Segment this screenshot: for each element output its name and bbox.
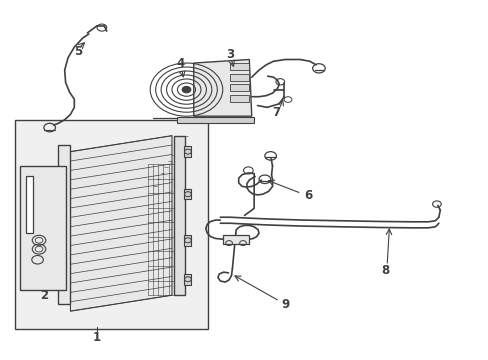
Text: 4: 4	[176, 57, 184, 70]
Text: 2: 2	[40, 289, 48, 302]
Text: 6: 6	[304, 189, 312, 202]
Text: 9: 9	[281, 298, 289, 311]
Text: 8: 8	[381, 264, 389, 277]
Bar	[58, 145, 70, 304]
Bar	[229, 63, 249, 70]
Polygon shape	[193, 59, 251, 116]
Polygon shape	[70, 136, 172, 311]
Circle shape	[182, 86, 190, 93]
Text: 3: 3	[225, 48, 234, 61]
Bar	[229, 74, 249, 81]
Bar	[174, 136, 184, 295]
Bar	[15, 120, 208, 329]
Bar	[26, 176, 33, 233]
Text: 7: 7	[271, 106, 280, 119]
Bar	[229, 95, 249, 102]
Bar	[183, 189, 191, 199]
Bar	[183, 146, 191, 157]
Bar	[183, 274, 191, 284]
Bar	[20, 166, 65, 290]
Bar	[223, 235, 249, 244]
Bar	[229, 84, 249, 91]
Bar	[177, 117, 254, 123]
Text: 1: 1	[93, 331, 101, 344]
Text: 5: 5	[73, 45, 81, 58]
Bar	[183, 235, 191, 246]
